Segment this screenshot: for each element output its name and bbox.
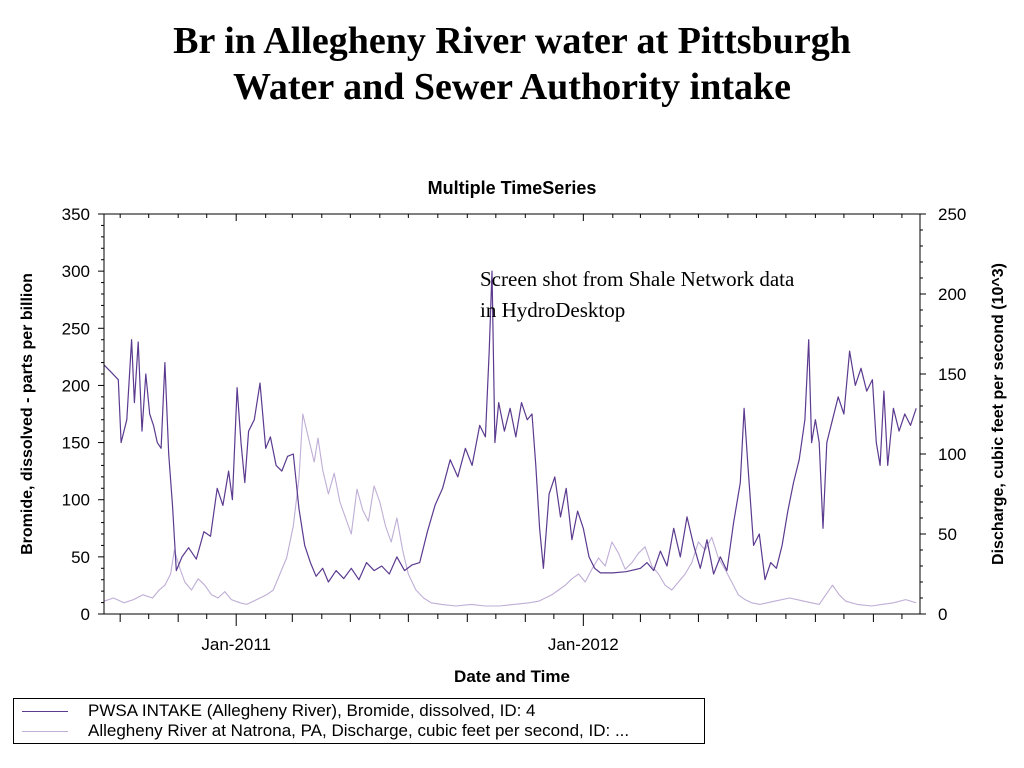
legend-swatch-bromide [22,710,68,712]
chart-title: Multiple TimeSeries [428,178,597,198]
timeseries-chart: Multiple TimeSeries 0 50 100 150 200 250 300 35… [19,178,1007,686]
legend-label-discharge: Allegheny River at Natrona, PA, Discharg… [88,721,630,740]
y-tick-label-50: 50 [71,548,90,567]
y2-tick-label-200: 200 [938,285,966,304]
plot-area [104,214,920,614]
legend-swatch-discharge [22,730,68,732]
y-axis-label: Bromide, dissolved - parts per billion [19,273,36,555]
x-tick-label-1: Jan-2012 [548,635,619,654]
y-tick-label-250: 250 [62,319,90,338]
legend-entry-discharge: Allegheny River at Natrona, PA, Discharg… [14,721,629,741]
y2-tick-label-0: 0 [938,605,947,624]
y-tick-label-350: 350 [62,205,90,224]
y2-axis-label: Discharge, cubic feet per second (10^3) [990,263,1007,565]
y2-tick-label-50: 50 [938,525,957,544]
legend-label-bromide: PWSA INTAKE (Allegheny River), Bromide, … [88,701,536,720]
annotation-line-2: in HydroDesktop [480,298,626,322]
y2-tick-label-250: 250 [938,205,966,224]
y-tick-label-150: 150 [62,434,90,453]
slide-title-line-2: Water and Sewer Authority intake [232,66,792,108]
x-tick-label-0: Jan-2011 [201,635,271,654]
x-axis-label: Date and Time [454,667,570,686]
y-tick-label-300: 300 [62,262,90,281]
y-tick-label-100: 100 [62,491,90,510]
slide-title-line-1: Br in Allegheny River water at Pittsburg… [173,20,851,62]
y2-tick-label-150: 150 [938,365,966,384]
slide-title: Br in Allegheny River water at Pittsburg… [0,18,1024,110]
legend-entry-bromide: PWSA INTAKE (Allegheny River), Bromide, … [14,701,536,721]
annotation-text: Screen shot from Shale Network data in H… [480,264,794,326]
plot-frame [103,213,921,615]
series-line-bromide [103,270,917,583]
chart-legend: PWSA INTAKE (Allegheny River), Bromide, … [13,698,705,744]
y-tick-label-0: 0 [81,605,90,624]
series-line-discharge [103,413,917,607]
y-tick-label-200: 200 [62,376,90,395]
annotation-line-1: Screen shot from Shale Network data [480,267,795,291]
y2-tick-label-100: 100 [938,445,966,464]
